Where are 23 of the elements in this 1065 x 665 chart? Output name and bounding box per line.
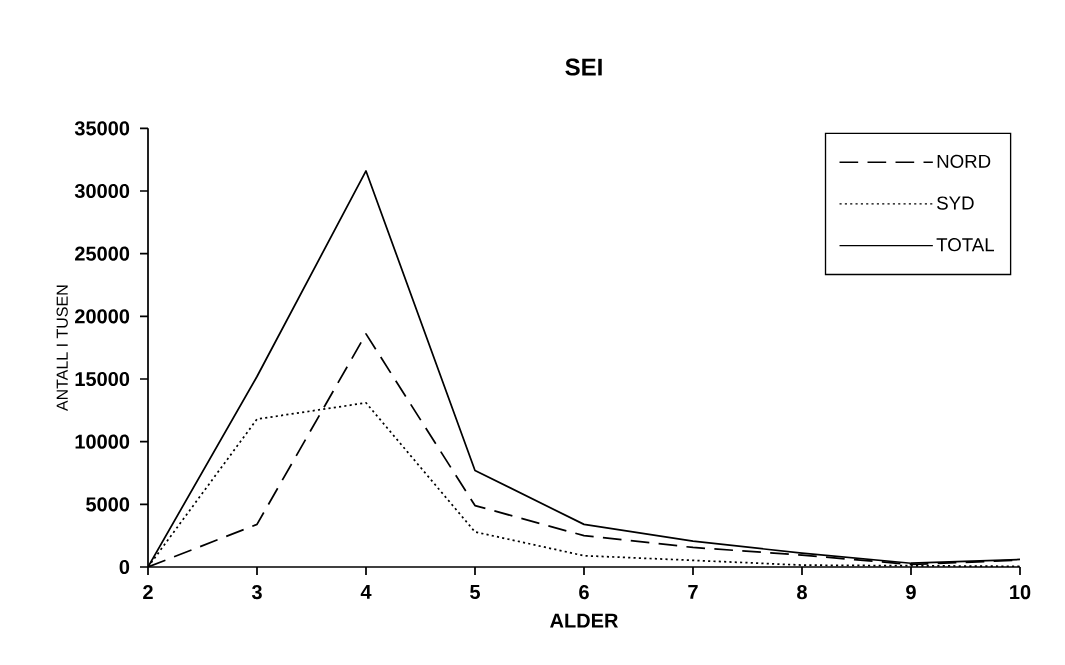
x-tick-label: 10 (1010, 585, 1031, 600)
y-tick-label: 35000 (74, 121, 130, 136)
y-tick-label: 25000 (75, 246, 130, 261)
y-tick-label: 0 (119, 559, 130, 575)
x-axis-title: ALDER (550, 613, 619, 628)
legend-label: TOTAL (936, 238, 995, 252)
y-axis-title: ANTALL I TUSEN (56, 285, 68, 412)
y-tick-label: 5000 (86, 497, 130, 512)
y-tick-label: 15000 (75, 371, 130, 387)
x-tick-label: 3 (251, 585, 262, 600)
legend-label: SYD (937, 196, 974, 210)
y-tick-label: 10000 (75, 434, 130, 449)
y-tick-label: 30000 (74, 183, 130, 199)
x-tick-label: 7 (688, 585, 698, 599)
x-tick-label: 8 (797, 585, 807, 600)
chart-title: SEI (565, 58, 602, 76)
x-tick-label: 6 (579, 585, 589, 600)
x-tick-label: 5 (470, 585, 480, 599)
y-tick-label: 20000 (75, 309, 130, 324)
legend-label: NORD (937, 154, 991, 168)
x-tick-label: 4 (360, 585, 372, 599)
x-tick-label: 2 (143, 585, 153, 600)
x-tick-label: 9 (906, 585, 916, 600)
